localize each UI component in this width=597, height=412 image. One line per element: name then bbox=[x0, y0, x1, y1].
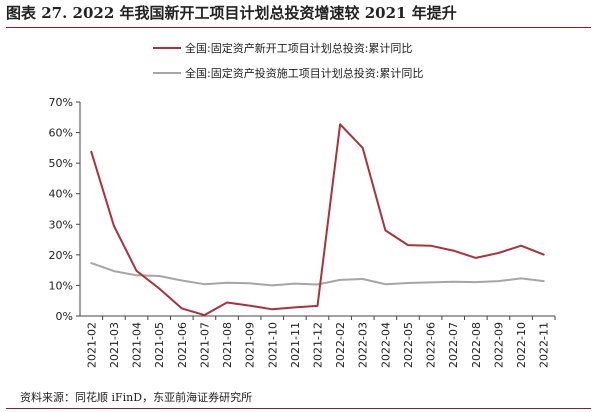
figure-title: 图表 27. 2022 年我国新开工项目计划总投资增速较 2021 年提升 bbox=[6, 4, 457, 22]
x-tick-label: 2022-07 bbox=[447, 322, 460, 368]
y-tick-label: 20% bbox=[49, 249, 73, 262]
series-line-construction-projects bbox=[90, 262, 545, 287]
series-line-new-projects bbox=[90, 123, 545, 317]
y-tick-label: 0% bbox=[56, 310, 73, 323]
x-tick-label: 2021-06 bbox=[176, 322, 189, 368]
y-tick-label: 40% bbox=[49, 188, 73, 201]
plot-area bbox=[90, 123, 545, 317]
x-tick-label: 2022-09 bbox=[492, 322, 505, 368]
x-tick-label: 2022-02 bbox=[334, 322, 347, 368]
y-tick-label: 10% bbox=[49, 279, 73, 292]
title-divider bbox=[6, 27, 591, 28]
x-tick-label: 2021-11 bbox=[289, 322, 302, 368]
x-tick-label: 2022-05 bbox=[402, 322, 415, 368]
y-tick-label: 60% bbox=[49, 127, 73, 140]
x-tick-label: 2021-02 bbox=[85, 322, 98, 368]
x-tick-label: 2022-08 bbox=[470, 322, 483, 368]
legend-label-construction-projects: 全国:固定资产投资施工项目计划总投资:累计同比 bbox=[185, 66, 423, 80]
x-tick-label: 2021-07 bbox=[198, 322, 211, 368]
x-tick-label: 2022-11 bbox=[538, 322, 551, 368]
y-tick-label: 50% bbox=[49, 157, 73, 170]
x-tick-label: 2021-12 bbox=[312, 322, 325, 368]
bottom-divider bbox=[6, 408, 591, 409]
x-tick-label: 2021-08 bbox=[221, 322, 234, 368]
source-note: 资料来源：同花顺 iFinD，东亚前海证券研究所 bbox=[20, 391, 253, 404]
x-tick-label: 2022-06 bbox=[425, 322, 438, 368]
x-tick-label: 2022-03 bbox=[357, 322, 370, 368]
axes: 0% 10% 20% 30% 40% 50% 60% 70% 2021-02 2021-03 202… bbox=[49, 96, 556, 368]
x-tick-label: 2021-03 bbox=[108, 322, 121, 368]
legend-label-new-projects: 全国:固定资产新开工项目计划总投资:累计同比 bbox=[185, 41, 412, 55]
y-tick-label: 70% bbox=[49, 96, 73, 109]
x-tick-label: 2021-05 bbox=[153, 322, 166, 368]
x-tick-label: 2021-04 bbox=[131, 322, 144, 368]
y-tick-label: 30% bbox=[49, 218, 73, 231]
x-tick-label: 2021-09 bbox=[244, 322, 257, 368]
legend: 全国:固定资产新开工项目计划总投资:累计同比全国:固定资产投资施工项目计划总投资… bbox=[153, 41, 423, 80]
x-tick-label: 2021-10 bbox=[266, 322, 279, 368]
x-tick-label: 2022-10 bbox=[515, 322, 528, 368]
x-tick-label: 2022-04 bbox=[379, 322, 392, 368]
